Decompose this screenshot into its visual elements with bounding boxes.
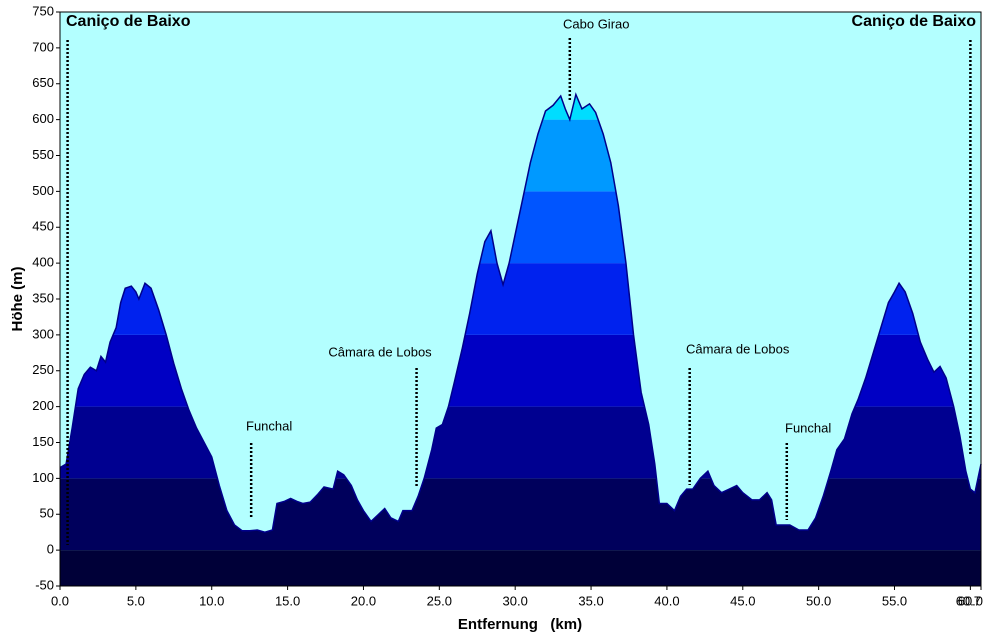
x-axis-title: Entfernung (km) (458, 616, 582, 633)
x-tick-label: 15.0 (275, 593, 300, 608)
y-tick-label: 300 (32, 326, 54, 341)
y-tick-label: 50 (40, 506, 54, 521)
y-tick-label: 0 (47, 542, 54, 557)
y-tick-label: 750 (32, 3, 54, 18)
y-tick-label: 600 (32, 111, 54, 126)
elevation-band (60, 478, 981, 551)
annotation-label: Caniço de Baixo (66, 13, 191, 30)
x-tick-label: 40.0 (654, 593, 679, 608)
y-tick-label: 150 (32, 434, 54, 449)
x-tick-label: 5.0 (127, 593, 145, 608)
x-tick-label: 60.7 (956, 593, 981, 608)
annotation-label: Caniço de Baixo (852, 13, 977, 30)
annotation-label: Funchal (246, 418, 292, 433)
x-tick-label: 35.0 (578, 593, 603, 608)
y-tick-label: 500 (32, 183, 54, 198)
annotation-label: Funchal (785, 420, 831, 435)
x-tick-label: 45.0 (730, 593, 755, 608)
y-tick-label: 400 (32, 255, 54, 270)
y-tick-label: 550 (32, 147, 54, 162)
elevation-band (60, 550, 981, 586)
x-tick-label: 50.0 (806, 593, 831, 608)
y-tick-label: 650 (32, 75, 54, 90)
x-tick-label: 20.0 (351, 593, 376, 608)
x-tick-label: 60.0 (958, 593, 983, 608)
y-tick-label: 250 (32, 362, 54, 377)
x-tick-label: 10.0 (199, 593, 224, 608)
y-tick-label: -50 (35, 577, 54, 592)
x-tick-label: 55.0 (882, 593, 907, 608)
annotation-label: Cabo Girao (563, 16, 629, 31)
x-tick-label: 30.0 (503, 593, 528, 608)
annotation-label: Câmara de Lobos (686, 341, 790, 356)
y-tick-label: 450 (32, 219, 54, 234)
y-axis-title: Höhe (m) (9, 267, 26, 332)
annotation-label: Câmara de Lobos (328, 344, 432, 359)
elevation-line (59, 92, 982, 533)
x-tick-label: 0.0 (51, 593, 69, 608)
y-tick-label: 100 (32, 470, 54, 485)
x-tick-label: 25.0 (427, 593, 452, 608)
y-tick-label: 700 (32, 39, 54, 54)
y-tick-label: 200 (32, 398, 54, 413)
y-tick-label: 350 (32, 290, 54, 305)
